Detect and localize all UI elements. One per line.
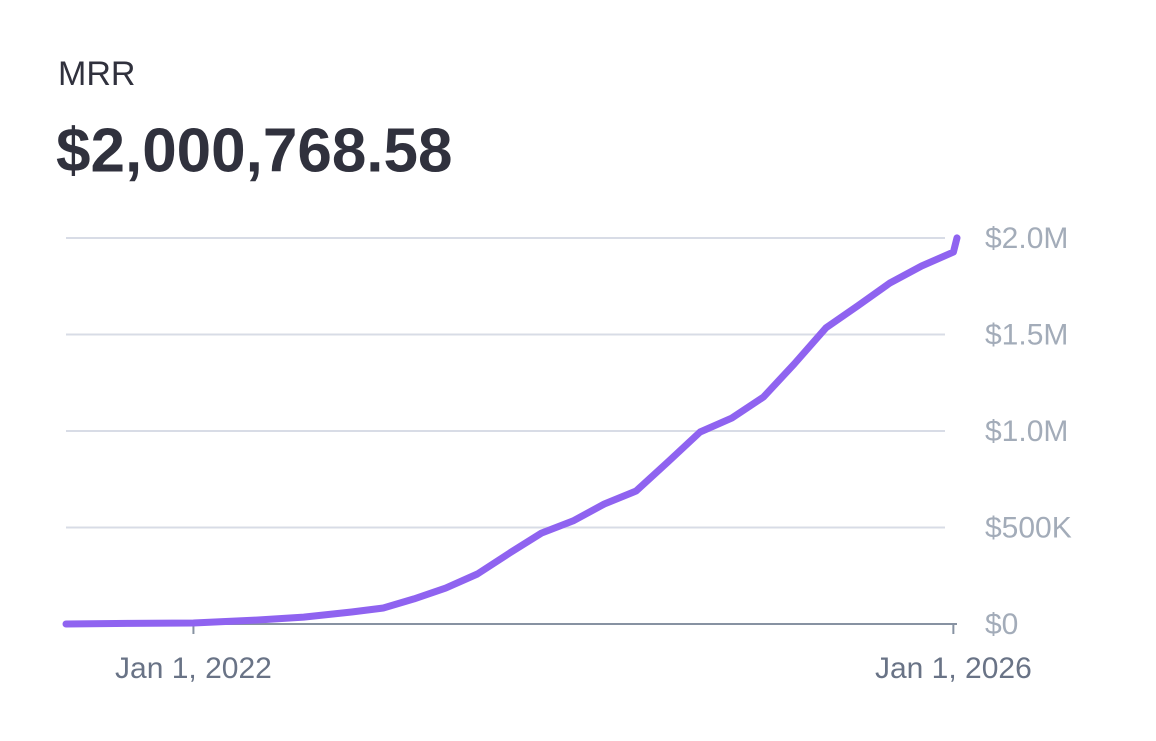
chart-title: MRR (58, 55, 135, 93)
y-tick-label: $1.0M (985, 415, 1068, 448)
line (62, 234, 961, 628)
y-tick-label: $0 (985, 608, 1018, 641)
y-tick-label: $2.0M (985, 222, 1068, 255)
y-tick-label: $1.5M (985, 318, 1068, 351)
x-tick-label: Jan 1, 2026 (875, 652, 1032, 685)
chart-subtitle: $2,000,768.58 (56, 116, 453, 185)
y-tick-label: $500K (985, 511, 1072, 544)
x-tick-label: Jan 1, 2022 (115, 652, 272, 685)
